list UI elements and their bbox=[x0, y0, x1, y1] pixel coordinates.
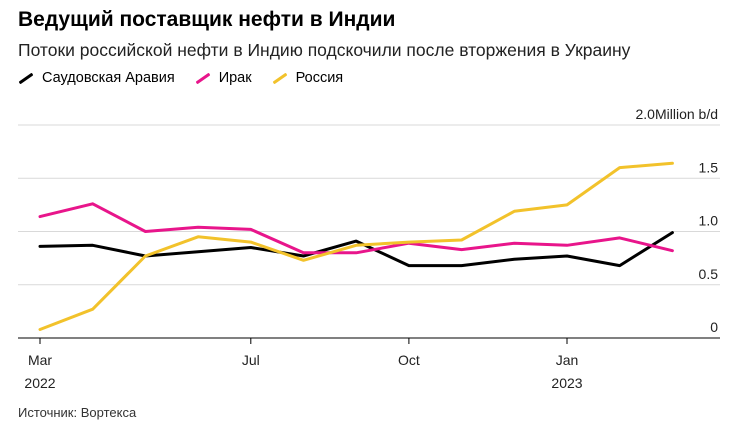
x-tick-year-label: 2023 bbox=[551, 375, 582, 391]
y-tick-label: 1.0 bbox=[699, 213, 719, 229]
series-line-saudi bbox=[38, 231, 674, 268]
source-note: Источник: Вортекса bbox=[18, 405, 137, 420]
legend-item-russia: Россия bbox=[272, 70, 344, 86]
series-line-iraq bbox=[38, 202, 674, 255]
legend-label-russia: Россия bbox=[295, 70, 344, 86]
legend-item-saudi: Саудовская Аравия bbox=[18, 70, 175, 86]
legend: Саудовская Аравия Ирак Россия bbox=[18, 70, 363, 86]
series-line-russia bbox=[38, 161, 674, 331]
chart-subtitle: Потоки российской нефти в Индию подскочи… bbox=[18, 40, 631, 60]
y-tick-label: 2.0Million b/d bbox=[636, 106, 719, 122]
legend-item-iraq: Ирак bbox=[195, 70, 252, 86]
x-tick-label: Mar bbox=[28, 352, 52, 368]
x-tick-label: Jul bbox=[242, 352, 260, 368]
y-tick-label: 0 bbox=[710, 319, 718, 335]
y-tick-label: 1.5 bbox=[699, 159, 719, 175]
x-tick-label: Oct bbox=[398, 352, 420, 368]
legend-label-saudi: Саудовская Аравия bbox=[42, 70, 175, 86]
chart-title: Ведущий поставщик нефти в Индии bbox=[18, 8, 396, 31]
x-tick-year-label: 2022 bbox=[24, 375, 55, 391]
y-tick-label: 0.5 bbox=[699, 266, 719, 282]
x-tick-label: Jan bbox=[556, 352, 579, 368]
legend-label-iraq: Ирак bbox=[218, 70, 252, 86]
